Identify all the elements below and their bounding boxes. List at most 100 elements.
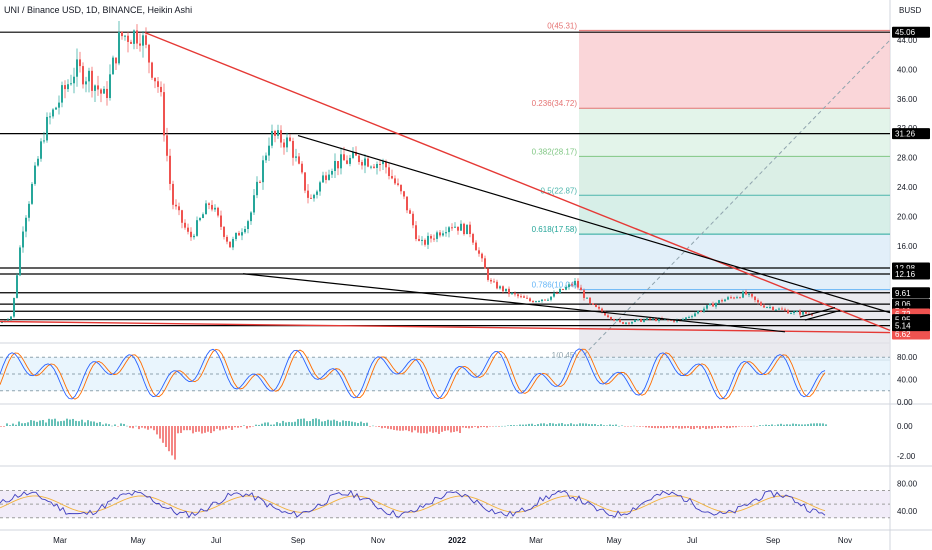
candle-body xyxy=(481,253,483,259)
macd-bar xyxy=(30,420,32,426)
macd-bar xyxy=(543,423,545,426)
candle-body xyxy=(49,116,51,118)
candle-body xyxy=(328,174,330,180)
candle-body xyxy=(238,232,240,236)
candle-body xyxy=(412,213,414,226)
candle-body xyxy=(628,322,630,324)
candle-body xyxy=(439,232,441,236)
candle-body xyxy=(295,156,297,158)
candle-body xyxy=(427,235,429,245)
macd-bar xyxy=(609,424,611,426)
macd-bar xyxy=(822,423,824,426)
channel-line xyxy=(799,306,836,318)
macd-bar xyxy=(804,424,806,426)
stochastic-axis-label: 0.00 xyxy=(897,398,913,407)
candle-body xyxy=(97,85,99,90)
candle-body xyxy=(529,298,531,302)
macd-bar xyxy=(570,423,572,426)
candle-body xyxy=(223,226,225,237)
macd-bar xyxy=(552,423,554,426)
macd-bar xyxy=(723,426,725,428)
candle-body xyxy=(79,59,81,67)
candle-body xyxy=(172,183,174,205)
candle-body xyxy=(703,308,705,312)
candle-body xyxy=(670,319,672,321)
macd-bar xyxy=(72,418,74,426)
macd-bar xyxy=(117,426,119,427)
macd-bar xyxy=(540,423,542,426)
candle-body xyxy=(73,76,75,84)
macd-bar xyxy=(276,422,278,426)
candle-body xyxy=(466,224,468,235)
candle-body xyxy=(484,258,486,269)
price-axis-label: 16.00 xyxy=(897,242,918,251)
candle-body xyxy=(469,224,471,234)
price-badge-label: 5.14 xyxy=(895,322,911,331)
macd-bar xyxy=(567,424,569,426)
macd-bar xyxy=(519,424,521,426)
macd-bar xyxy=(78,421,80,426)
macd-bar xyxy=(111,425,113,427)
x-axis-label: Mar xyxy=(529,536,543,545)
candle-body xyxy=(517,294,519,297)
candle-body xyxy=(445,232,447,234)
candle-body xyxy=(220,215,222,227)
price-badge xyxy=(892,128,930,140)
candle-body xyxy=(406,196,408,211)
candle-body xyxy=(472,233,474,243)
macd-bar xyxy=(660,426,662,428)
candle-body xyxy=(550,296,552,300)
macd-bar xyxy=(81,419,83,426)
candle-body xyxy=(196,220,198,236)
trendline-red-main xyxy=(144,31,891,331)
macd-bar xyxy=(162,426,164,443)
candle-body xyxy=(34,165,36,184)
macd-bar xyxy=(810,423,812,426)
macd-bar xyxy=(462,426,464,428)
macd-bar xyxy=(279,423,281,426)
macd-bar xyxy=(534,425,536,426)
candle-body xyxy=(544,299,546,301)
macd-bar xyxy=(402,426,404,431)
macd-bar xyxy=(756,426,758,427)
macd-bar xyxy=(210,426,212,434)
macd-bar xyxy=(258,424,260,426)
macd-bar xyxy=(582,423,584,426)
macd-bar xyxy=(741,426,743,427)
macd-bar xyxy=(525,424,527,426)
macd-bar xyxy=(261,423,263,426)
macd-bar xyxy=(459,426,461,434)
candle-body xyxy=(325,175,327,180)
macd-bar xyxy=(375,426,377,427)
candle-body xyxy=(7,319,9,321)
macd-bar xyxy=(510,425,512,426)
macd-bar xyxy=(219,426,221,431)
macd-bar xyxy=(636,426,638,427)
candle-body xyxy=(709,303,711,306)
macd-bar xyxy=(633,425,635,427)
candle-body xyxy=(607,315,609,318)
macd-bar xyxy=(501,425,503,427)
price-axis-label: 24.00 xyxy=(897,183,918,192)
candle-body xyxy=(505,288,507,292)
candle-body xyxy=(304,172,306,191)
candle-body xyxy=(565,287,567,290)
macd-bar xyxy=(303,418,305,426)
candle-body xyxy=(685,317,687,320)
candle-body xyxy=(664,319,666,321)
macd-bar xyxy=(156,426,158,435)
macd-bar xyxy=(252,426,254,427)
candle-body xyxy=(397,183,399,185)
macd-bar xyxy=(120,423,122,426)
candle-body xyxy=(226,236,228,242)
macd-bar xyxy=(600,424,602,426)
macd-bar xyxy=(177,426,179,434)
macd-bar xyxy=(414,426,416,431)
macd-bar xyxy=(204,426,206,433)
candle-body xyxy=(601,308,603,313)
macd-bar xyxy=(24,423,26,426)
candle-body xyxy=(175,204,177,207)
candle-body xyxy=(559,289,561,294)
candle-body xyxy=(727,297,729,300)
